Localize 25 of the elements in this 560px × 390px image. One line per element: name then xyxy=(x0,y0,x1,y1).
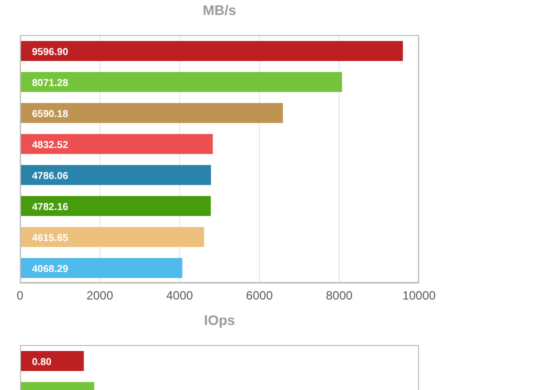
data-label: 0.80 xyxy=(32,357,52,368)
data-label: 4782.16 xyxy=(32,202,69,213)
bar xyxy=(20,196,211,216)
chart-title: MB/s xyxy=(202,2,238,18)
bar xyxy=(20,134,213,154)
chart-title: IOps xyxy=(202,312,236,328)
x-tick-label: 8000 xyxy=(326,288,353,303)
data-label: 9596.90 xyxy=(32,47,69,58)
bar xyxy=(20,103,283,123)
bar xyxy=(20,72,342,92)
data-label: 8071.28 xyxy=(32,78,69,89)
bar xyxy=(20,258,182,278)
x-tick-label: 0 xyxy=(16,288,24,303)
x-tick-label: 2000 xyxy=(86,288,114,303)
data-label: 6590.18 xyxy=(32,109,69,120)
bar xyxy=(20,165,211,185)
data-label: 4786.06 xyxy=(32,171,69,182)
bar xyxy=(20,41,403,61)
x-tick-label: 4000 xyxy=(166,288,194,303)
x-tick-label: 10000 xyxy=(402,288,436,303)
data-label: 4068.29 xyxy=(32,264,69,275)
data-label: 4832.52 xyxy=(32,140,69,151)
bar xyxy=(20,227,204,247)
x-tick-label: 6000 xyxy=(246,288,274,303)
data-label: 4615.65 xyxy=(32,233,69,244)
